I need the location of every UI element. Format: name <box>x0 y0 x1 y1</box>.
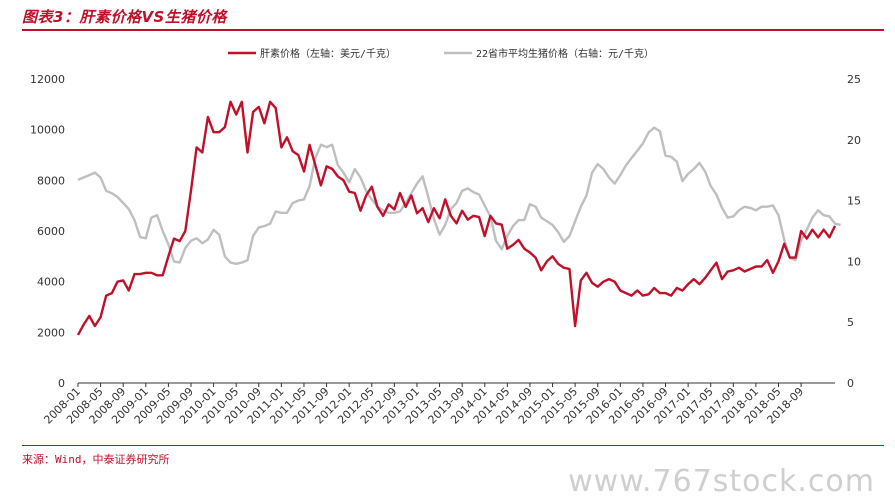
y-right-tick-label: 25 <box>847 73 861 86</box>
y-left-tick-label: 10000 <box>30 124 65 137</box>
y-right-tick-label: 5 <box>847 316 854 329</box>
chart-title: 图表3：肝素价格VS生猪价格 <box>22 8 227 26</box>
y-left-tick-label: 4000 <box>37 276 65 289</box>
heparin-price-line <box>76 100 837 336</box>
y-right-tick-label: 10 <box>847 255 861 268</box>
y-right-tick-label: 15 <box>847 195 861 208</box>
watermark: www.767stock.com <box>568 464 875 499</box>
y-left-tick-label: 8000 <box>37 174 65 187</box>
source-note: 来源：Wind，中泰证券研究所 <box>22 453 170 466</box>
y-left-tick-label: 2000 <box>37 326 65 339</box>
hog-price-line <box>77 126 841 265</box>
source-rule <box>22 445 884 446</box>
y-left-tick-label: 12000 <box>30 73 65 86</box>
y-left-tick-label: 0 <box>58 377 65 390</box>
legend-label-hog: 22省市平均生猪价格（右轴：元/千克） <box>476 47 654 60</box>
title-rule <box>22 29 884 31</box>
y-right-tick-label: 0 <box>847 377 854 390</box>
legend-label-heparin: 肝素价格（左轴：美元/千克） <box>260 47 396 60</box>
y-right-tick-label: 20 <box>847 134 861 147</box>
y-left-tick-label: 6000 <box>37 225 65 238</box>
